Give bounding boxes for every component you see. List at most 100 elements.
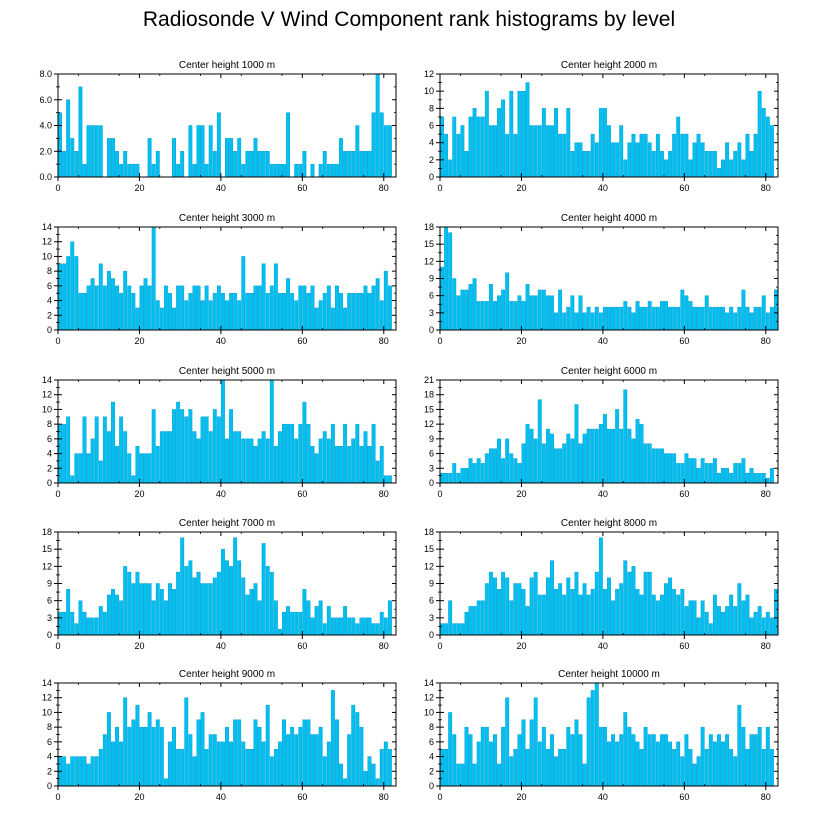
histogram-bar <box>627 726 632 787</box>
x-tick-label: 20 <box>516 336 526 346</box>
histogram-bar <box>62 263 67 331</box>
y-tick-label: 4 <box>47 296 52 306</box>
histogram-bar <box>598 726 603 787</box>
x-tick-label: 60 <box>297 641 307 651</box>
histogram-bar <box>460 763 465 787</box>
histogram-bar <box>127 571 132 636</box>
histogram-bar <box>586 428 591 484</box>
histogram-bar <box>769 306 774 331</box>
histogram-bar <box>472 278 477 331</box>
histogram-bar <box>294 163 299 178</box>
histogram-bar <box>448 472 453 484</box>
histogram-bar <box>86 453 91 484</box>
histogram-bar <box>220 293 225 331</box>
histogram-bar <box>680 756 685 787</box>
histogram-bar <box>265 704 270 787</box>
panel-title: Center height 4000 m <box>561 213 657 224</box>
histogram-bar <box>290 611 295 636</box>
histogram-bar <box>668 577 673 636</box>
histogram-bar <box>472 108 477 178</box>
histogram-bar <box>578 142 583 178</box>
histogram-bar <box>712 151 717 178</box>
histogram-bar <box>761 617 766 636</box>
histogram-bar <box>119 293 124 331</box>
y-tick-label: 6 <box>429 121 434 131</box>
histogram-bar <box>696 756 701 787</box>
histogram-bar <box>233 719 238 787</box>
histogram-bar <box>151 163 156 178</box>
histogram-bar <box>488 741 493 787</box>
histogram-bar <box>180 285 185 331</box>
histogram-bar <box>253 719 258 787</box>
histogram-bar <box>74 756 79 787</box>
histogram-bar <box>541 594 546 636</box>
histogram-bar <box>94 125 99 178</box>
y-tick-label: 8 <box>47 722 52 732</box>
histogram-bar <box>602 726 607 787</box>
histogram-bar <box>253 285 258 331</box>
histogram-bar <box>635 419 640 484</box>
histogram-bar <box>505 697 510 787</box>
histogram-bar <box>521 443 526 484</box>
histogram-bar <box>680 589 685 636</box>
y-tick-label: 6 <box>47 434 52 444</box>
histogram-bar <box>383 270 388 331</box>
histogram-bar <box>741 458 746 484</box>
histogram-bar <box>574 142 579 178</box>
histogram-bar <box>533 295 538 331</box>
histogram-bar <box>452 623 457 636</box>
histogram-bar <box>192 577 197 636</box>
histogram-bar <box>537 289 542 331</box>
histogram-bar <box>375 278 380 331</box>
histogram-bar <box>741 159 746 178</box>
histogram-bar <box>62 756 67 787</box>
histogram-bar <box>290 293 295 331</box>
histogram-bar <box>733 151 738 178</box>
histogram-bar <box>635 741 640 787</box>
histogram-bar <box>233 431 238 484</box>
histogram-bar <box>351 438 356 484</box>
histogram-bar <box>339 446 343 484</box>
y-tick-label: 8.0 <box>39 69 52 79</box>
histogram-bar <box>90 438 95 484</box>
histogram-bar <box>578 295 583 331</box>
histogram-bar <box>62 423 67 484</box>
histogram-bar <box>355 712 360 787</box>
histogram-bar <box>570 589 575 636</box>
histogram-bar <box>143 278 148 331</box>
x-tick-label: 0 <box>55 641 60 651</box>
histogram-bar <box>298 726 303 787</box>
histogram-bar <box>664 583 668 636</box>
histogram-bar <box>493 125 497 178</box>
y-tick-label: 12 <box>42 237 52 247</box>
histogram-bar <box>765 611 770 636</box>
histogram-bar <box>721 306 725 331</box>
panel-title: Center height 6000 m <box>561 366 657 377</box>
histogram-bar <box>672 453 677 484</box>
histogram-bar <box>322 756 327 787</box>
histogram-bar <box>119 741 124 787</box>
histogram-bar <box>367 756 372 787</box>
histogram-bar <box>208 583 213 636</box>
histogram-bar <box>66 256 71 331</box>
histogram-bar <box>541 726 546 787</box>
histogram-bar <box>143 583 148 636</box>
histogram-bar <box>359 151 364 178</box>
histogram-bar <box>111 278 115 331</box>
histogram-bar <box>225 726 229 787</box>
histogram-bar <box>387 125 392 178</box>
histogram-bar <box>639 423 644 484</box>
histogram-bar <box>363 285 368 331</box>
histogram-bar <box>639 133 644 178</box>
histogram-bar <box>102 611 107 636</box>
x-tick-label: 80 <box>379 183 389 193</box>
histogram-bar <box>598 423 603 484</box>
histogram-bar <box>98 460 103 484</box>
histogram-bar <box>444 133 449 178</box>
histogram-bar <box>541 443 546 484</box>
y-tick-label: 3 <box>47 613 52 623</box>
histogram-bar <box>643 443 648 484</box>
histogram-bar <box>717 734 721 787</box>
histogram-bar <box>265 566 270 636</box>
histogram-bar <box>86 125 91 178</box>
